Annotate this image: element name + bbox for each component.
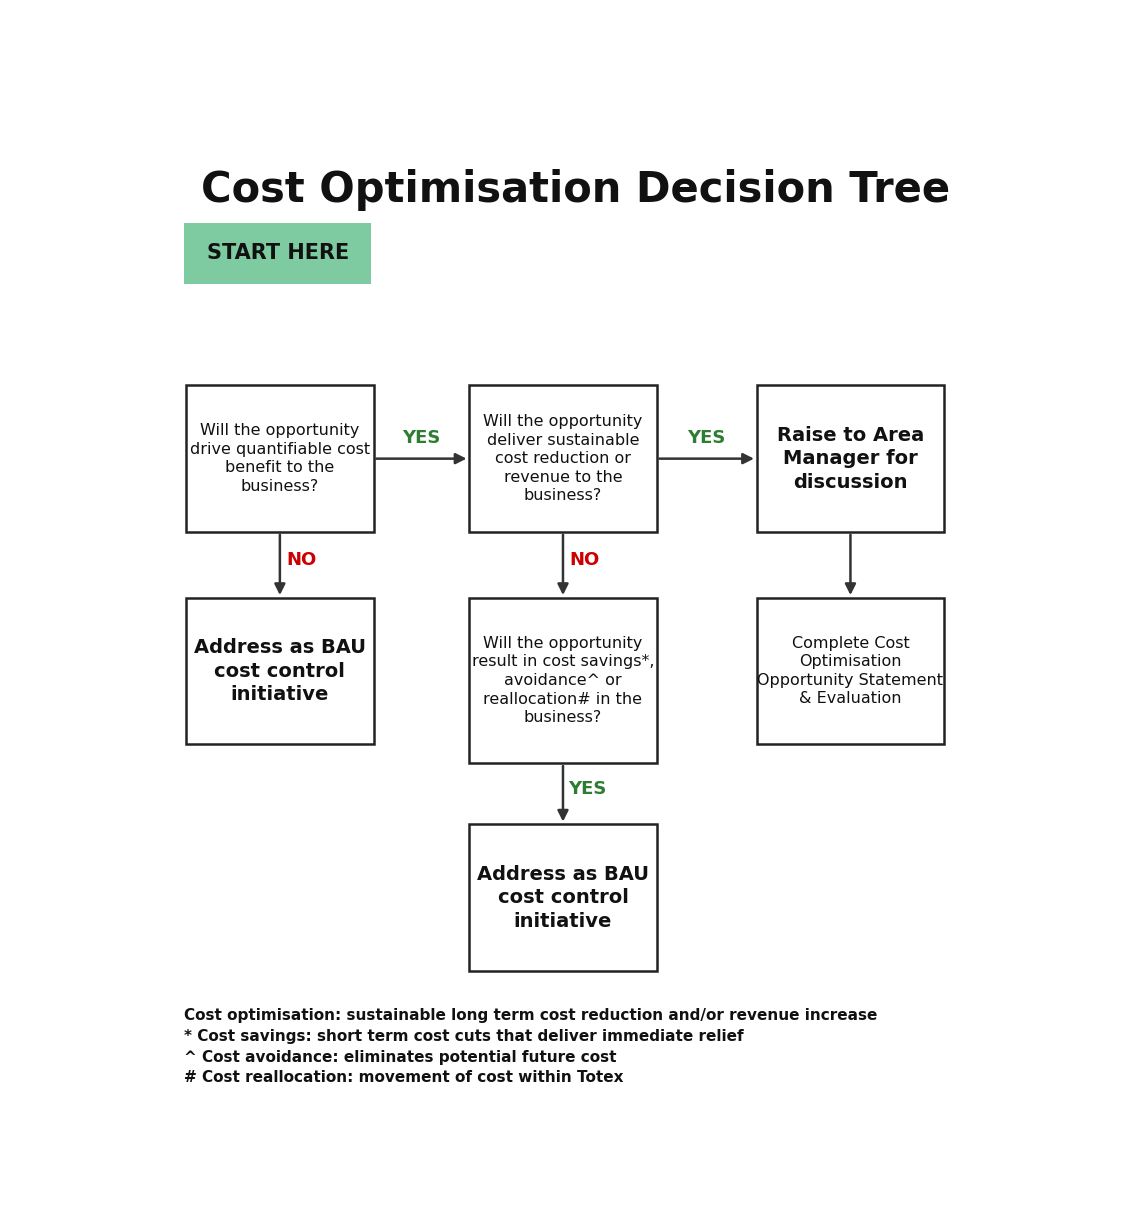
Text: NO: NO [287,552,317,569]
Text: Will the opportunity
deliver sustainable
cost reduction or
revenue to the
busine: Will the opportunity deliver sustainable… [483,414,643,504]
Text: START HERE: START HERE [207,243,348,264]
Text: Cost optimisation: sustainable long term cost reduction and/or revenue increase: Cost optimisation: sustainable long term… [184,1008,878,1022]
FancyBboxPatch shape [756,598,944,744]
Text: Address as BAU
cost control
initiative: Address as BAU cost control initiative [477,864,649,931]
FancyBboxPatch shape [184,223,371,284]
Text: YES: YES [688,429,726,447]
Text: Will the opportunity
result in cost savings*,
avoidance^ or
reallocation# in the: Will the opportunity result in cost savi… [472,636,654,726]
Text: Cost Optimisation Decision Tree: Cost Optimisation Decision Tree [201,169,951,211]
FancyBboxPatch shape [187,598,373,744]
Text: Will the opportunity
drive quantifiable cost
benefit to the
business?: Will the opportunity drive quantifiable … [190,423,370,494]
FancyBboxPatch shape [470,385,656,532]
Text: Address as BAU
cost control
initiative: Address as BAU cost control initiative [193,638,366,704]
Text: NO: NO [570,552,600,569]
Text: # Cost reallocation: movement of cost within Totex: # Cost reallocation: movement of cost wi… [184,1070,624,1085]
FancyBboxPatch shape [187,385,373,532]
FancyBboxPatch shape [470,824,656,971]
Text: Raise to Area
Manager for
discussion: Raise to Area Manager for discussion [777,425,924,492]
FancyBboxPatch shape [756,385,944,532]
Text: ^ Cost avoidance: eliminates potential future cost: ^ Cost avoidance: eliminates potential f… [184,1049,617,1064]
FancyBboxPatch shape [470,598,656,763]
Text: Complete Cost
Optimisation
Opportunity Statement
& Evaluation: Complete Cost Optimisation Opportunity S… [758,635,943,706]
Text: * Cost savings: short term cost cuts that deliver immediate relief: * Cost savings: short term cost cuts tha… [184,1029,744,1043]
Text: YES: YES [569,780,607,798]
Text: YES: YES [402,429,441,447]
